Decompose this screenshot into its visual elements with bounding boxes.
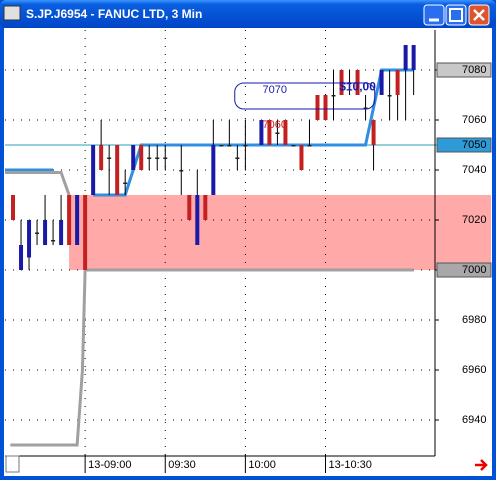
candle-body (91, 145, 96, 195)
plot: 6940 6960 6980 7000 7020 7040 7060 7080 13-09:00… (5, 30, 492, 473)
candle-body (115, 145, 120, 195)
candle-body (363, 107, 368, 109)
candle-body (51, 240, 56, 242)
candle-body (235, 157, 240, 159)
maximize-glyph (449, 8, 463, 22)
app-icon (3, 5, 21, 21)
price-marker-label: 7050 (462, 139, 486, 151)
x-tick-label: 10:00 (248, 459, 276, 471)
candle-body (99, 145, 104, 170)
candle-body (59, 220, 64, 245)
candle-body (187, 195, 192, 220)
candle-body (315, 95, 320, 120)
price-marker (436, 62, 492, 78)
candle-body (19, 245, 24, 270)
scroll-right-arrow[interactable] (475, 459, 488, 471)
zone-band (69, 195, 492, 270)
y-tick-label: 7040 (462, 164, 486, 176)
annotation-box (234, 82, 376, 110)
candle-body (195, 195, 200, 245)
y-tick-label: 6960 (462, 364, 486, 376)
y-tick-label: 7060 (462, 114, 486, 126)
y-tick-label: 7020 (462, 214, 486, 226)
candle-body (147, 157, 152, 159)
x-tick-label: 09:30 (168, 459, 196, 471)
candle-body (267, 120, 272, 145)
candle-body (43, 220, 48, 245)
scroll-box[interactable] (5, 455, 20, 473)
candle-body (243, 145, 248, 147)
window-title: S.JP.J6954 - FANUC LTD, 3 Min (26, 7, 202, 21)
candle-body (75, 195, 80, 245)
candle-body (67, 195, 72, 245)
candle-body (403, 45, 408, 70)
candle-body (395, 70, 400, 95)
price-marker (436, 137, 492, 153)
candle-body (387, 95, 392, 97)
y-tick-label: 6940 (462, 414, 486, 426)
candle-body (331, 95, 336, 97)
x-tick-label: 13-10:30 (328, 459, 371, 471)
annotation: $10,00 (339, 80, 376, 94)
candle-body (219, 145, 224, 147)
candle-body (11, 195, 16, 220)
price-marker-label: 7080 (462, 64, 486, 76)
candle-body (283, 120, 288, 145)
annotation: 7070 (263, 84, 287, 96)
candle-body (323, 95, 328, 120)
candle-body (411, 45, 416, 70)
candle-body (163, 157, 168, 159)
close-glyph (473, 9, 485, 21)
price-marker (436, 262, 492, 278)
annotation: 7060 (263, 119, 287, 131)
candle-body (203, 195, 208, 220)
candle-body (35, 232, 40, 234)
candle-body (275, 132, 280, 134)
candle-body (155, 157, 160, 159)
candle-body (83, 195, 88, 270)
candle-body (227, 145, 232, 147)
candle-body (27, 220, 32, 258)
candle-body (299, 145, 304, 170)
price-marker-label: 7000 (462, 264, 486, 276)
title-bar (0, 0, 496, 28)
candle-body (123, 182, 128, 184)
candle-body (139, 145, 144, 170)
x-tick-label: 13-09:00 (88, 459, 131, 471)
candle-body (371, 120, 376, 145)
y-tick-label: 6980 (462, 314, 486, 326)
candle-body (379, 70, 384, 95)
candle-body (291, 145, 296, 147)
indicator-line (5, 171, 414, 447)
indicator-line (5, 68, 414, 197)
candle-body (259, 120, 264, 145)
candle-body (307, 145, 312, 147)
candle-body (211, 145, 216, 195)
candle-body (179, 170, 184, 172)
minimize-button[interactable] (423, 4, 445, 26)
candle-body (107, 157, 112, 159)
candle-body (131, 145, 136, 170)
